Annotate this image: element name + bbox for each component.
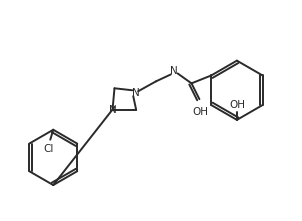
Text: N: N bbox=[170, 65, 178, 76]
Text: N: N bbox=[132, 88, 140, 98]
Text: OH: OH bbox=[229, 100, 245, 110]
Text: N: N bbox=[109, 105, 116, 115]
Text: Cl: Cl bbox=[43, 144, 53, 154]
Text: OH: OH bbox=[192, 107, 208, 117]
